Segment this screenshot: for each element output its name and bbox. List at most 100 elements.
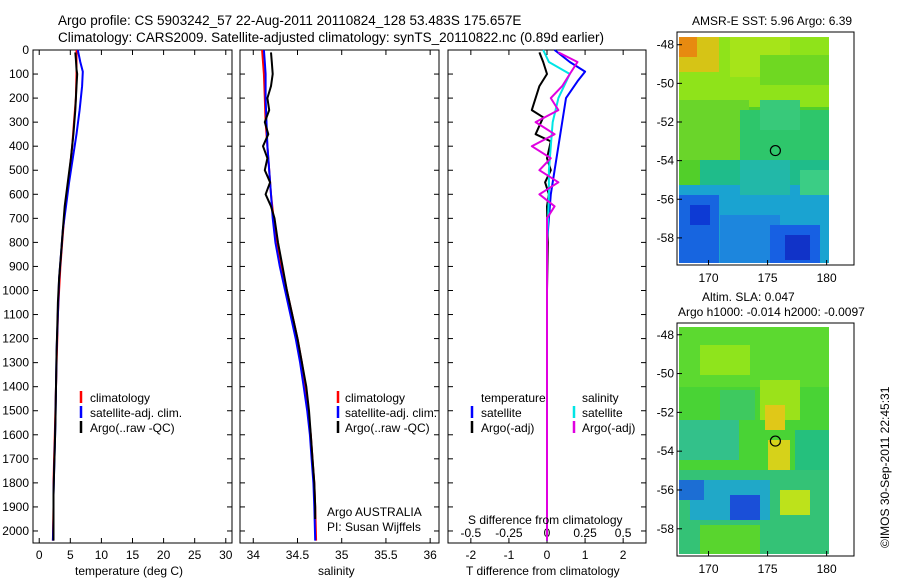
legend-label-s-satellite: satellite [582,406,623,420]
map-x-tick-label: 175 [758,562,778,576]
y-tick-label: 500 [9,163,29,177]
x-tick-label: 0 [544,548,551,562]
sst-map-title: AMSR-E SST: 5.96 Argo: 6.39 [692,14,852,28]
temperature-panel [32,49,233,544]
y-tick-label: 800 [9,235,29,249]
x-tick-label: 35.5 [374,548,398,562]
difference-legend: temperature satellite Argo(-adj) salinit… [470,391,635,435]
argo-program-label: Argo AUSTRALIA [327,505,422,519]
legend-label-argo: Argo(..raw -QC) [90,421,175,435]
map-y-tick-label: -50 [657,76,675,90]
temperature-plot: 0 5 10 15 20 25 300100200300400500600700800900… [2,43,232,562]
legend-label-t-argo: Argo(-adj) [481,421,534,435]
map-x-tick-label: 170 [699,562,719,576]
map-y-tick-label: -56 [657,192,675,206]
argo-location-marker [769,435,781,447]
y-tick-label: 1600 [2,428,29,442]
map-y-tick-label: -48 [657,38,675,52]
x-tick-label: 35 [335,548,349,562]
map-y-tick-label: -52 [657,115,675,129]
x-tick-label: 20 [157,548,171,562]
temperature-legend: climatology satellite-adj. clim. Argo(..… [79,391,182,435]
x-tick-label: 2 [620,548,627,562]
y-tick-label: 1800 [2,476,29,490]
s-tick-label: -0.25 [495,526,523,540]
temperature-xlabel: temperature (deg C) [75,564,183,578]
legend-title-salinity: salinity [582,391,619,405]
salinity-legend: climatology satellite-adj. clim. Argo(..… [336,391,437,435]
difference-plot: -2 -1 0 1 2-0.5 -0.25 0 0.25 0.5 [448,49,646,562]
x-tick-label: 15 [126,548,140,562]
y-tick-label: 1100 [3,308,29,322]
series-line-argo-raw-qc- [52,52,79,541]
map-y-tick-label: -52 [657,405,675,419]
map-y-tick-label: -54 [657,444,675,458]
map-y-tick-label: -48 [657,328,675,342]
y-tick-label: 1900 [2,500,29,514]
map-x-tick-label: 180 [817,271,837,285]
map-x-tick-label: 175 [758,271,778,285]
y-tick-label: 1300 [2,356,29,370]
salinity-panel [239,49,440,544]
y-tick-label: 1500 [2,404,29,418]
header-line-2: Climatology: CARS2009. Satellite-adjuste… [58,30,604,45]
y-tick-label: 200 [9,91,29,105]
salinity-plot: 34 34.5 35 35.5 36 [240,49,439,562]
pi-label: PI: Susan Wijffels [327,520,421,534]
legend-label-satellite: satellite-adj. clim. [345,406,437,420]
series-line-argo-raw-qc- [262,52,317,519]
y-tick-label: 1700 [2,452,29,466]
x-tick-label: 36 [423,548,437,562]
header-line-1: Argo profile: CS 5903242_57 22-Aug-2011 … [58,13,521,28]
map-y-tick-label: -50 [657,367,675,381]
y-tick-label: 2000 [2,524,29,538]
map-y-tick-label: -56 [657,483,675,497]
y-tick-label: 100 [9,67,29,81]
salinity-xlabel: salinity [318,564,355,578]
sla-map-subtitle: Argo h1000: -0.014 h2000: -0.0097 [678,305,865,319]
imos-credit: ©IMOS 30-Sep-2011 22:45:31 [878,386,892,548]
y-tick-label: 1000 [2,283,29,297]
difference-xlabel: T difference from climatology [466,564,620,578]
s-tick-label: 0.5 [615,526,632,540]
argo-location-marker [769,144,781,157]
map-x-tick-label: 170 [699,271,719,285]
map-y-tick-label: -58 [657,231,675,245]
y-tick-label: 1200 [2,332,29,346]
s-tick-label: -0.5 [461,526,482,540]
x-tick-label: 0 [36,548,43,562]
sla-map [676,322,855,557]
sst-map [676,31,855,266]
y-tick-label: 1400 [2,380,29,394]
y-tick-label: 300 [9,115,29,129]
map-axes: 170 175 180 -48 -50 -52 -54 -56 -58 170 175 180 -48 -… [657,38,837,576]
legend-title-temperature: temperature [481,391,546,405]
x-tick-label: 34 [247,548,261,562]
legend-label-climatology: climatology [90,391,150,405]
sla-map-title: Altim. SLA: 0.047 [702,290,795,304]
map-y-tick-label: -58 [657,522,675,536]
legend-label-t-satellite: satellite [481,406,522,420]
legend-label-s-argo: Argo(-adj) [582,421,635,435]
difference-xlabel-top: S difference from climatology [468,513,623,527]
x-tick-label: -2 [466,548,477,562]
y-tick-label: 700 [9,211,29,225]
x-tick-label: 5 [67,548,74,562]
y-tick-label: 400 [9,139,29,153]
legend-label-argo: Argo(..raw -QC) [345,421,430,435]
legend-label-climatology: climatology [345,391,405,405]
x-tick-label: 1 [582,548,589,562]
y-tick-label: 0 [22,43,29,57]
legend-label-satellite: satellite-adj. clim. [90,406,182,420]
sla-heatmap-field [679,327,829,554]
sst-heatmap-field [679,37,829,263]
y-tick-label: 600 [9,187,29,201]
x-tick-label: 10 [95,548,109,562]
x-tick-label: -1 [504,548,515,562]
y-tick-label: 900 [9,259,29,273]
map-y-tick-label: -54 [657,154,675,168]
x-tick-label: 25 [188,548,202,562]
map-x-tick-label: 180 [817,562,837,576]
x-tick-label: 30 [219,548,233,562]
